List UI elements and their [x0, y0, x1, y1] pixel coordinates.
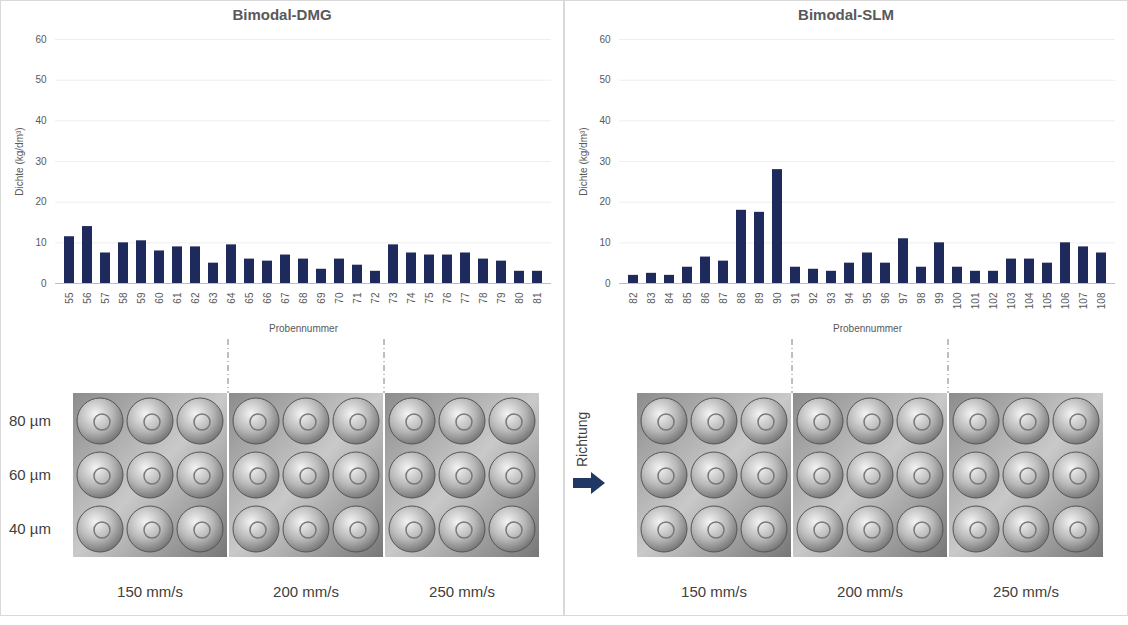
- svg-text:150 mm/s: 150 mm/s: [117, 583, 183, 600]
- svg-text:90: 90: [772, 292, 783, 304]
- html-text:Bimodal-SLM: Bimodal-SLM: [798, 6, 894, 23]
- svg-text:200 mm/s: 200 mm/s: [273, 583, 339, 600]
- svg-text:0: 0: [605, 278, 611, 289]
- svg-text:80 µm: 80 µm: [9, 412, 51, 429]
- svg-text:76: 76: [442, 292, 453, 304]
- svg-text:20: 20: [35, 196, 47, 207]
- svg-text:57: 57: [100, 292, 111, 304]
- svg-text:93: 93: [826, 292, 837, 304]
- svg-text:78: 78: [478, 292, 489, 304]
- svg-text:65: 65: [244, 292, 255, 304]
- svg-text:84: 84: [664, 292, 675, 304]
- svg-text:88: 88: [736, 292, 747, 304]
- svg-text:55: 55: [64, 292, 75, 304]
- svg-text:62: 62: [190, 292, 201, 304]
- svg-text:107: 107: [1078, 292, 1089, 309]
- svg-text:200 mm/s: 200 mm/s: [837, 583, 903, 600]
- svg-text:30: 30: [35, 156, 47, 167]
- svg-text:69: 69: [316, 292, 327, 304]
- svg-text:59: 59: [136, 292, 147, 304]
- svg-text:85: 85: [682, 292, 693, 304]
- svg-text:91: 91: [790, 292, 801, 304]
- svg-text:99: 99: [934, 292, 945, 304]
- svg-text:60: 60: [599, 34, 611, 45]
- svg-text:Dichte (kg/dm³): Dichte (kg/dm³): [14, 127, 25, 195]
- svg-text:30: 30: [599, 156, 611, 167]
- svg-text:50: 50: [35, 74, 47, 85]
- svg-text:80: 80: [514, 292, 525, 304]
- svg-text:Probennummer: Probennummer: [833, 323, 903, 334]
- svg-text:40: 40: [35, 115, 47, 126]
- svg-text:102: 102: [988, 292, 999, 309]
- svg-text:61: 61: [172, 292, 183, 304]
- svg-text:95: 95: [862, 292, 873, 304]
- svg-text:89: 89: [754, 292, 765, 304]
- svg-text:96: 96: [880, 292, 891, 304]
- svg-text:100: 100: [952, 292, 963, 309]
- svg-text:79: 79: [496, 292, 507, 304]
- svg-text:67: 67: [280, 292, 291, 304]
- svg-text:97: 97: [898, 292, 909, 304]
- svg-text:70: 70: [334, 292, 345, 304]
- svg-text:74: 74: [406, 292, 417, 304]
- svg-text:71: 71: [352, 292, 363, 304]
- svg-text:101: 101: [970, 292, 981, 309]
- html-text:Bimodal-DMG: Bimodal-DMG: [232, 6, 332, 23]
- svg-text:106: 106: [1060, 292, 1071, 309]
- svg-text:60 µm: 60 µm: [9, 466, 51, 483]
- svg-text:83: 83: [646, 292, 657, 304]
- svg-text:92: 92: [808, 292, 819, 304]
- svg-text:104: 104: [1024, 292, 1035, 309]
- svg-text:250 mm/s: 250 mm/s: [993, 583, 1059, 600]
- svg-text:98: 98: [916, 292, 927, 304]
- svg-text:63: 63: [208, 292, 219, 304]
- svg-text:250 mm/s: 250 mm/s: [429, 583, 495, 600]
- svg-text:Dichte (kg/dm³): Dichte (kg/dm³): [578, 127, 589, 195]
- svg-text:108: 108: [1096, 292, 1107, 309]
- svg-text:10: 10: [35, 237, 47, 248]
- svg-text:77: 77: [460, 292, 471, 304]
- svg-text:50: 50: [599, 74, 611, 85]
- svg-text:103: 103: [1006, 292, 1017, 309]
- svg-text:150 mm/s: 150 mm/s: [681, 583, 747, 600]
- svg-text:105: 105: [1042, 292, 1053, 309]
- svg-text:60: 60: [154, 292, 165, 304]
- svg-text:0: 0: [41, 278, 47, 289]
- svg-text:40 µm: 40 µm: [9, 520, 51, 537]
- svg-text:72: 72: [370, 292, 381, 304]
- svg-text:87: 87: [718, 292, 729, 304]
- svg-text:64: 64: [226, 292, 237, 304]
- svg-text:75: 75: [424, 292, 435, 304]
- svg-text:20: 20: [599, 196, 611, 207]
- svg-text:40: 40: [599, 115, 611, 126]
- svg-text:60: 60: [35, 34, 47, 45]
- svg-text:82: 82: [628, 292, 639, 304]
- svg-text:66: 66: [262, 292, 273, 304]
- svg-text:Probennummer: Probennummer: [269, 323, 339, 334]
- svg-text:94: 94: [844, 292, 855, 304]
- svg-text:68: 68: [298, 292, 309, 304]
- svg-text:Richtung: Richtung: [574, 412, 590, 467]
- svg-text:58: 58: [118, 292, 129, 304]
- svg-text:81: 81: [532, 292, 543, 304]
- svg-text:10: 10: [599, 237, 611, 248]
- svg-text:86: 86: [700, 292, 711, 304]
- svg-text:73: 73: [388, 292, 399, 304]
- svg-text:56: 56: [82, 292, 93, 304]
